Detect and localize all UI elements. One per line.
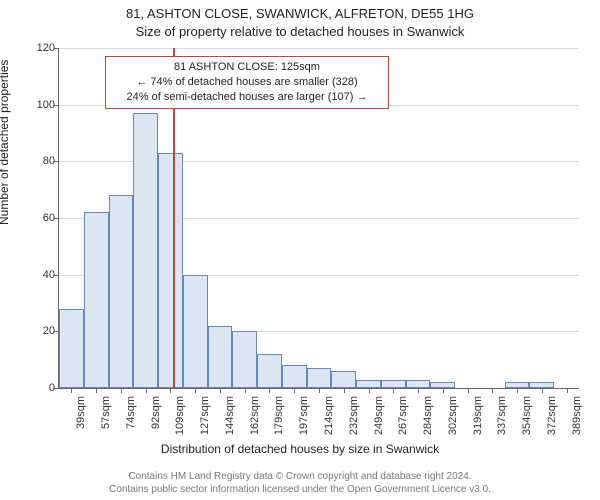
y-axis-label: Number of detached properties bbox=[0, 60, 11, 225]
xtick-label: 389sqm bbox=[571, 357, 583, 396]
xtick-mark bbox=[542, 388, 543, 393]
xtick-mark bbox=[195, 388, 196, 393]
xtick-label: 39sqm bbox=[75, 363, 87, 396]
xtick-mark bbox=[567, 388, 568, 393]
xtick-label: 319sqm bbox=[472, 357, 484, 396]
xtick-label: 284sqm bbox=[422, 357, 434, 396]
xtick-mark bbox=[170, 388, 171, 393]
xtick-label: 109sqm bbox=[174, 357, 186, 396]
xtick-label: 57sqm bbox=[100, 363, 112, 396]
histogram-chart: 81, ASHTON CLOSE, SWANWICK, ALFRETON, DE… bbox=[0, 0, 600, 500]
xtick-mark bbox=[71, 388, 72, 393]
ytick-label: 80 bbox=[27, 155, 55, 167]
xtick-label: 197sqm bbox=[298, 357, 310, 396]
xtick-mark bbox=[393, 388, 394, 393]
xtick-label: 144sqm bbox=[224, 357, 236, 396]
xtick-label: 267sqm bbox=[397, 357, 409, 396]
xtick-label: 337sqm bbox=[496, 357, 508, 396]
footer-line2: Contains public sector information licen… bbox=[109, 484, 491, 495]
ytick-label: 120 bbox=[27, 42, 55, 54]
plot-area: 02040608010012039sqm57sqm74sqm92sqm109sq… bbox=[58, 48, 579, 389]
annotation-line: 81 ASHTON CLOSE: 125sqm bbox=[114, 60, 380, 75]
footer-line1: Contains HM Land Registry data © Crown c… bbox=[128, 471, 471, 482]
annotation-box: 81 ASHTON CLOSE: 125sqm← 74% of detached… bbox=[105, 56, 389, 109]
xtick-mark bbox=[319, 388, 320, 393]
ytick-label: 60 bbox=[27, 212, 55, 224]
xtick-label: 302sqm bbox=[447, 357, 459, 396]
xtick-mark bbox=[96, 388, 97, 393]
chart-title-line2: Size of property relative to detached ho… bbox=[0, 24, 600, 39]
xtick-label: 74sqm bbox=[125, 363, 137, 396]
xtick-mark bbox=[492, 388, 493, 393]
histogram-bar bbox=[133, 113, 158, 388]
xtick-label: 127sqm bbox=[199, 357, 211, 396]
xtick-mark bbox=[344, 388, 345, 393]
xtick-mark bbox=[468, 388, 469, 393]
ytick-label: 0 bbox=[27, 382, 55, 394]
ytick-label: 100 bbox=[27, 99, 55, 111]
footer-attribution: Contains HM Land Registry data © Crown c… bbox=[0, 470, 600, 496]
xtick-mark bbox=[294, 388, 295, 393]
xtick-label: 354sqm bbox=[521, 357, 533, 396]
xtick-label: 92sqm bbox=[150, 363, 162, 396]
xtick-label: 162sqm bbox=[249, 357, 261, 396]
xtick-mark bbox=[146, 388, 147, 393]
xtick-mark bbox=[269, 388, 270, 393]
annotation-line: ← 74% of detached houses are smaller (32… bbox=[114, 75, 380, 90]
x-axis-label: Distribution of detached houses by size … bbox=[0, 442, 600, 456]
xtick-mark bbox=[443, 388, 444, 393]
xtick-label: 214sqm bbox=[323, 357, 335, 396]
histogram-bar bbox=[84, 212, 109, 388]
xtick-mark bbox=[220, 388, 221, 393]
annotation-line: 24% of semi-detached houses are larger (… bbox=[114, 90, 380, 105]
ytick-label: 20 bbox=[27, 325, 55, 337]
xtick-label: 372sqm bbox=[546, 357, 558, 396]
grid-line bbox=[59, 48, 579, 49]
histogram-bar bbox=[109, 195, 134, 388]
xtick-mark bbox=[418, 388, 419, 393]
xtick-mark bbox=[517, 388, 518, 393]
xtick-label: 232sqm bbox=[348, 357, 360, 396]
ytick-label: 40 bbox=[27, 269, 55, 281]
chart-title-line1: 81, ASHTON CLOSE, SWANWICK, ALFRETON, DE… bbox=[0, 6, 600, 21]
xtick-mark bbox=[369, 388, 370, 393]
xtick-label: 179sqm bbox=[273, 357, 285, 396]
xtick-mark bbox=[121, 388, 122, 393]
xtick-label: 249sqm bbox=[373, 357, 385, 396]
histogram-bar bbox=[158, 153, 183, 388]
xtick-mark bbox=[245, 388, 246, 393]
